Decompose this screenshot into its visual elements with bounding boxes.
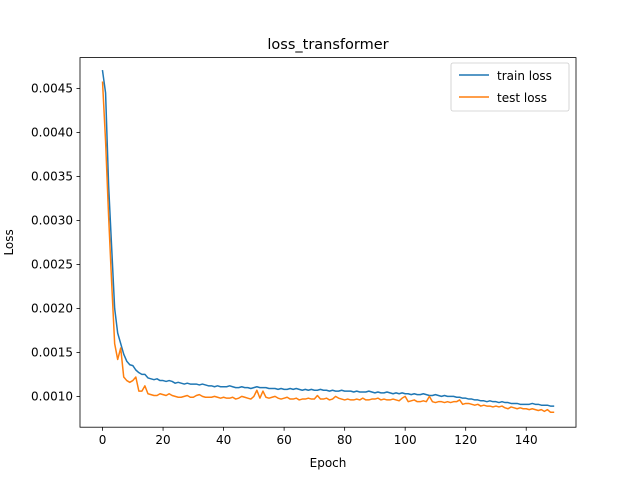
y-tick-label: 0.0025 (31, 258, 73, 272)
x-tick-label: 120 (454, 433, 477, 447)
x-tick-label: 60 (276, 433, 291, 447)
x-tick-label: 0 (99, 433, 107, 447)
x-tick-label: 80 (337, 433, 352, 447)
y-axis: 0.0010 0.0015 0.0020 0.0025 0.0030 0.0035 0.00… (31, 82, 80, 404)
series-line-test-loss (101, 81, 555, 413)
x-axis-label: Epoch (310, 456, 347, 470)
x-axis: 0 20 40 60 80 100 120 140 (99, 427, 538, 447)
x-tick-label: 40 (216, 433, 231, 447)
chart-title: loss_transformer (267, 37, 388, 53)
y-tick-label: 0.0020 (31, 302, 73, 316)
y-tick-label: 0.0030 (31, 214, 73, 228)
y-tick-label: 0.0040 (31, 126, 73, 140)
y-tick-label: 0.0010 (31, 390, 73, 404)
y-tick-label: 0.0045 (31, 82, 73, 96)
plot-frame (79, 57, 577, 428)
y-tick-label: 0.0035 (31, 170, 73, 184)
legend: train loss test loss (450, 62, 570, 112)
y-tick-label: 0.0015 (31, 346, 73, 360)
x-tick-label: 20 (155, 433, 170, 447)
legend-label-test-loss: test loss (497, 91, 547, 105)
plot-lines (101, 69, 555, 413)
y-axis-label: Loss (2, 229, 16, 255)
legend-label-train-loss: train loss (497, 69, 552, 83)
series-line-train-loss (101, 69, 555, 407)
x-tick-label: 100 (394, 433, 417, 447)
x-tick-label: 140 (515, 433, 538, 447)
